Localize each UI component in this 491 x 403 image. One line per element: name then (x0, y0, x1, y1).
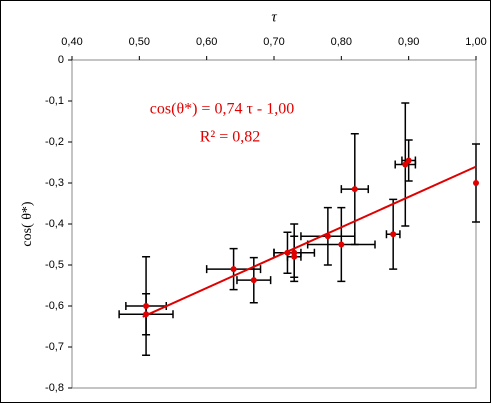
data-point (324, 233, 331, 240)
x-tick-label: 0,60 (196, 36, 217, 48)
data-point (405, 157, 412, 164)
x-tick-label: 0,90 (398, 36, 419, 48)
x-tick-label: 0,70 (263, 36, 284, 48)
fit-equation: cos(θ*) = 0,74 τ - 1,00 (150, 101, 294, 118)
data-point (390, 231, 397, 238)
x-tick-label: 0,50 (129, 36, 150, 48)
data-point (402, 161, 409, 168)
data-point (338, 241, 345, 248)
y-tick-label: -0,4 (45, 218, 64, 230)
data-point (473, 180, 479, 186)
fit-line (142, 165, 477, 318)
y-tick-label: -0,7 (45, 341, 64, 353)
data-point (230, 266, 237, 273)
y-tick-label: -0,3 (45, 177, 64, 189)
data-point (291, 253, 298, 260)
y-tick-label: -0,6 (45, 300, 64, 312)
data-point (250, 277, 257, 284)
x-tick-label: 0,40 (61, 36, 82, 48)
data-point (284, 249, 291, 256)
x-tick-label: 1,00 (465, 36, 486, 48)
y-tick-label: 0 (58, 54, 64, 66)
data-point (351, 186, 358, 193)
data-point (291, 249, 298, 256)
y-tick-label: -0,5 (45, 259, 64, 271)
y-tick-label: -0,1 (45, 95, 64, 107)
y-tick-label: -0,8 (45, 382, 64, 394)
y-axis-label: cos( θ*) (20, 201, 35, 247)
x-tick-label: 0,80 (331, 36, 352, 48)
fit-r2: R² = 0,82 (200, 129, 261, 146)
data-point (143, 311, 150, 318)
x-axis-label: τ (271, 9, 277, 25)
data-point (143, 303, 150, 309)
y-tick-label: -0,2 (45, 136, 64, 148)
